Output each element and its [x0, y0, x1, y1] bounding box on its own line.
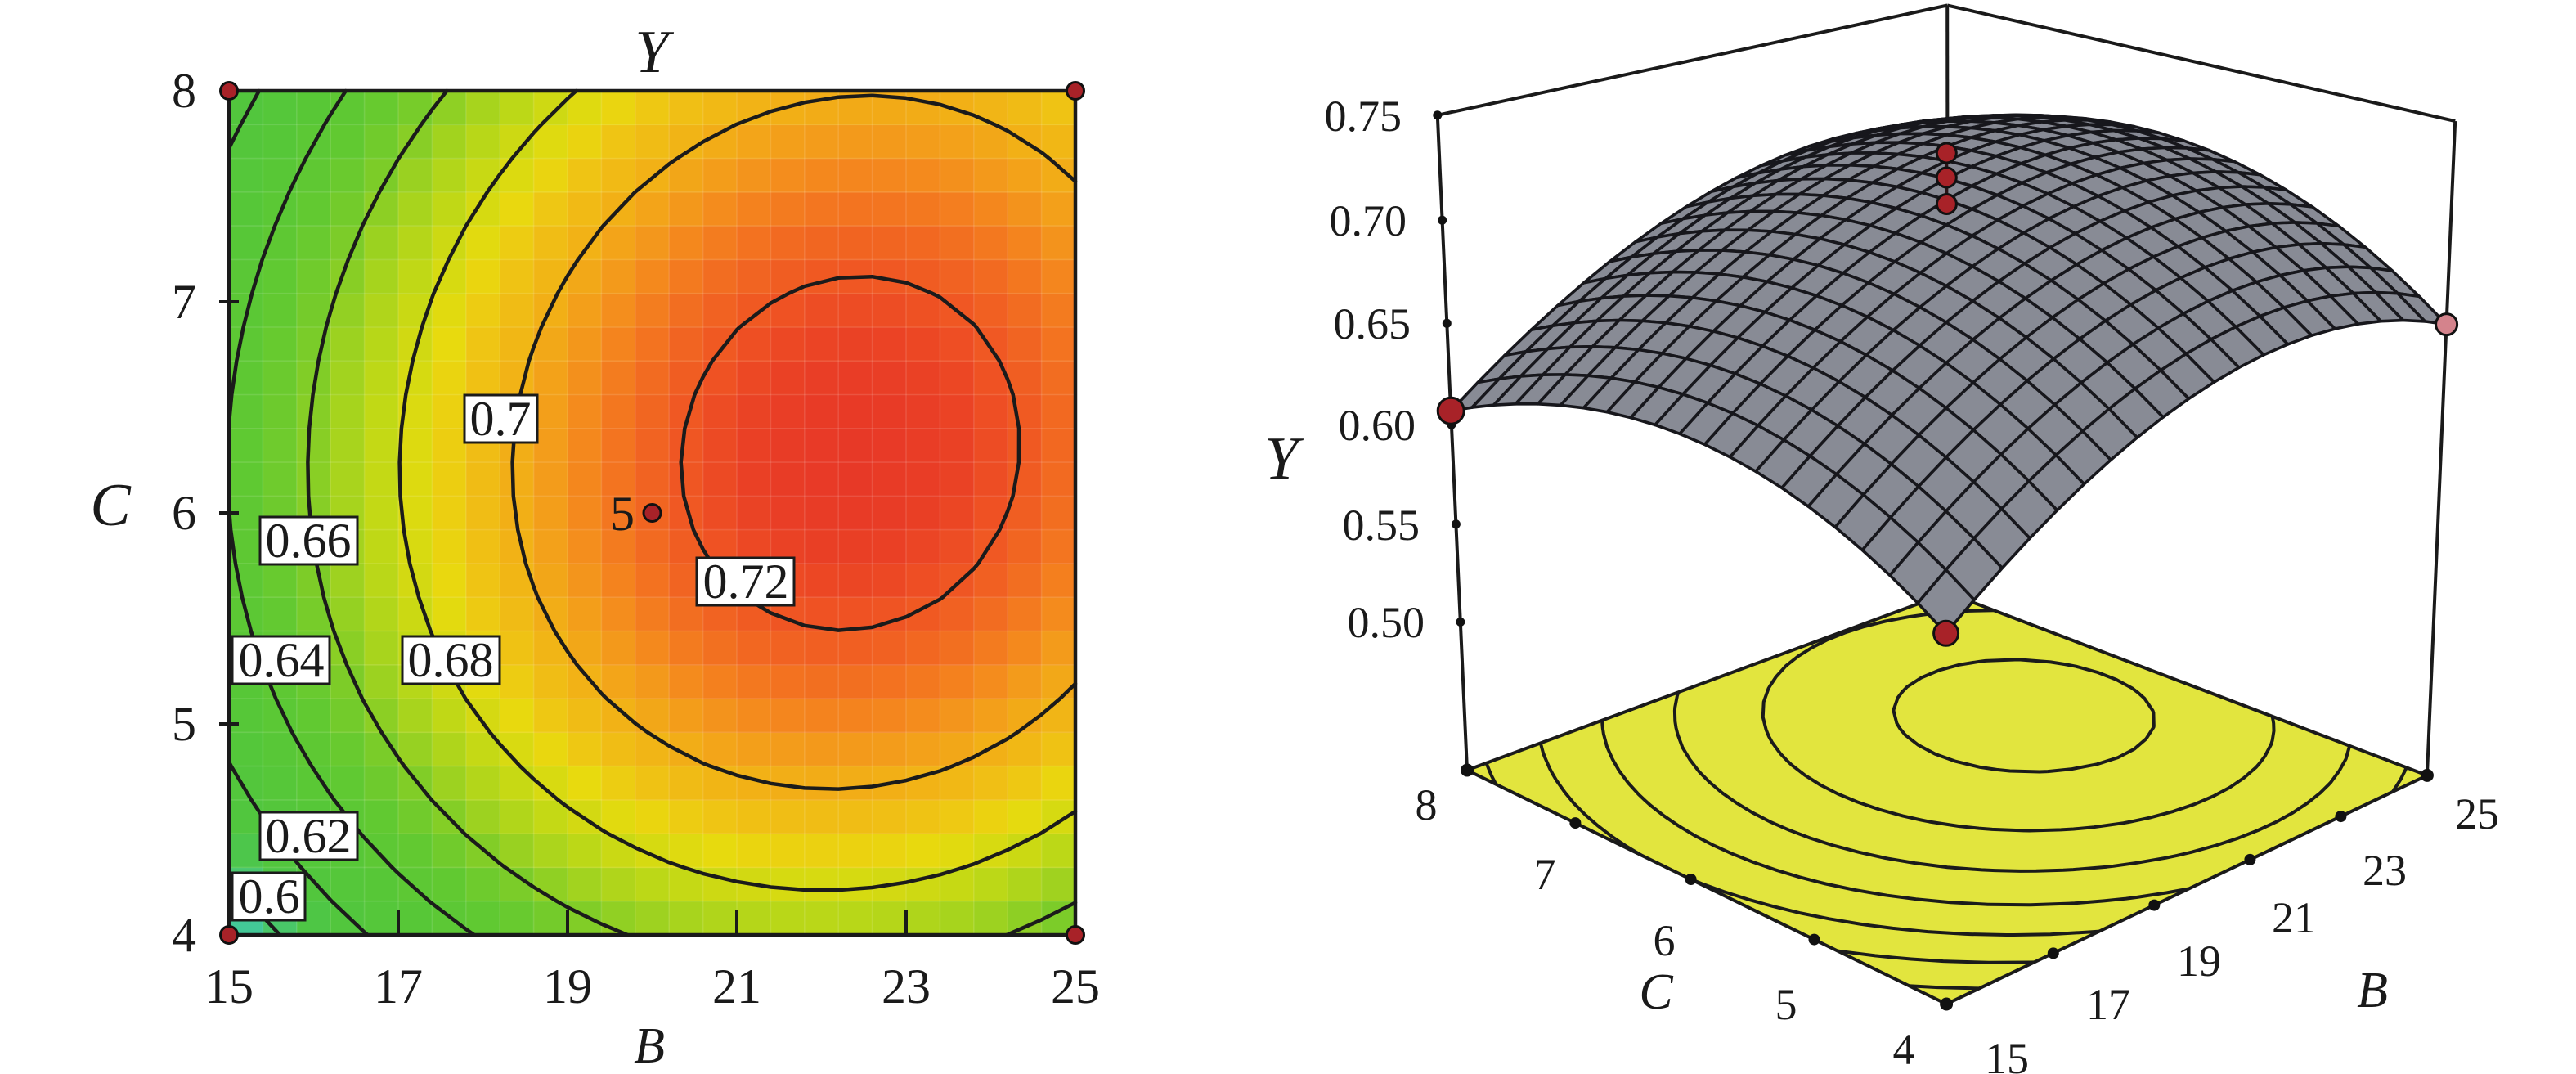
- svg-text:6: 6: [172, 486, 196, 540]
- svg-text:B: B: [2357, 963, 2388, 1018]
- svg-text:7: 7: [172, 275, 196, 329]
- svg-text:8: 8: [172, 64, 196, 118]
- svg-text:B: B: [634, 1018, 665, 1074]
- svg-text:25: 25: [2455, 789, 2499, 838]
- svg-text:23: 23: [882, 959, 931, 1013]
- svg-text:17: 17: [2086, 980, 2130, 1029]
- svg-text:7: 7: [1534, 850, 1556, 899]
- svg-text:6: 6: [1654, 916, 1676, 965]
- svg-text:0.66: 0.66: [266, 514, 352, 568]
- svg-text:0.70: 0.70: [1330, 196, 1407, 245]
- svg-text:0.68: 0.68: [408, 633, 494, 687]
- svg-text:25: 25: [1051, 959, 1100, 1013]
- svg-text:0.55: 0.55: [1343, 501, 1420, 550]
- svg-text:5: 5: [1775, 980, 1797, 1029]
- svg-text:0.64: 0.64: [239, 633, 325, 687]
- svg-text:4: 4: [172, 908, 196, 962]
- svg-text:19: 19: [543, 959, 592, 1013]
- svg-text:5: 5: [172, 697, 196, 751]
- svg-text:0.62: 0.62: [266, 809, 352, 863]
- svg-text:21: 21: [712, 959, 761, 1013]
- svg-text:0.75: 0.75: [1325, 92, 1402, 141]
- svg-text:19: 19: [2177, 937, 2221, 986]
- svg-text:0.72: 0.72: [703, 555, 789, 609]
- svg-text:C: C: [90, 472, 132, 539]
- svg-text:0.65: 0.65: [1334, 299, 1411, 348]
- svg-text:5: 5: [610, 487, 635, 541]
- svg-text:17: 17: [374, 959, 423, 1013]
- svg-text:21: 21: [2272, 893, 2316, 942]
- svg-text:0.50: 0.50: [1348, 598, 1425, 647]
- svg-text:15: 15: [1985, 1034, 2029, 1074]
- svg-text:0.60: 0.60: [1339, 401, 1416, 450]
- svg-text:Y: Y: [1264, 425, 1304, 492]
- svg-text:4: 4: [1893, 1025, 1915, 1074]
- svg-text:8: 8: [1416, 780, 1438, 829]
- svg-text:Y: Y: [635, 19, 674, 86]
- svg-text:15: 15: [204, 959, 254, 1013]
- svg-text:C: C: [1639, 964, 1673, 1020]
- svg-text:0.7: 0.7: [470, 392, 532, 446]
- svg-text:23: 23: [2363, 846, 2407, 895]
- svg-text:0.6: 0.6: [239, 870, 300, 923]
